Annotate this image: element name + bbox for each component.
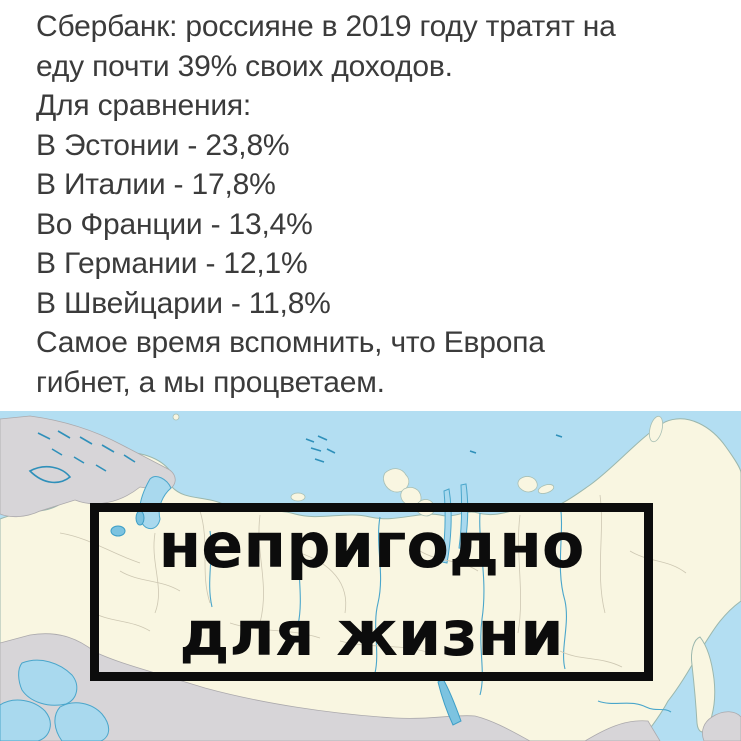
russia-map-svg — [0, 411, 741, 741]
stamp-text-line-2: для жизни — [179, 597, 564, 670]
post-text-line: В Эстонии - 23,8% — [36, 128, 290, 162]
sakhalin-island — [691, 636, 716, 733]
post-text-line: Во Франции - 13,4% — [36, 207, 313, 241]
post-text-line: Для сравнения: — [36, 89, 252, 122]
post-text-line: еду почти 39% своих доходов. — [36, 49, 453, 83]
post-text-line: Сбербанк: россияне в 2019 году тратят на — [36, 10, 616, 43]
island — [383, 468, 410, 493]
sea-inlet — [0, 699, 51, 741]
region-borders — [59, 494, 687, 668]
stamp-text-line-1: непригодно — [158, 509, 585, 582]
island-speckles — [305, 434, 563, 463]
island — [648, 415, 664, 443]
island — [172, 413, 180, 421]
island — [517, 476, 538, 493]
island — [290, 492, 306, 502]
japan-land — [702, 711, 741, 741]
russia-map-image — [0, 411, 741, 741]
island — [537, 484, 555, 494]
lake-baikal — [437, 678, 462, 726]
post-text-line: гибнет, а мы процветаем. — [36, 365, 385, 399]
fjord-marks — [28, 430, 136, 484]
caspian-sea — [54, 702, 110, 741]
post-text-line: Самое время вспомнить, что Европа — [36, 326, 545, 359]
post-text-line: В Германии - 12,1% — [36, 247, 308, 280]
lake — [110, 525, 126, 537]
post-text-line: В Швейцарии - 11,8% — [36, 286, 331, 320]
uninhabitable-stamp-box: непригодно для жизни — [90, 503, 653, 681]
post-text-block: Сбербанк: россияне в 2019 году тратят на… — [36, 10, 616, 399]
post-text-line: В Италии - 17,8% — [36, 168, 276, 201]
